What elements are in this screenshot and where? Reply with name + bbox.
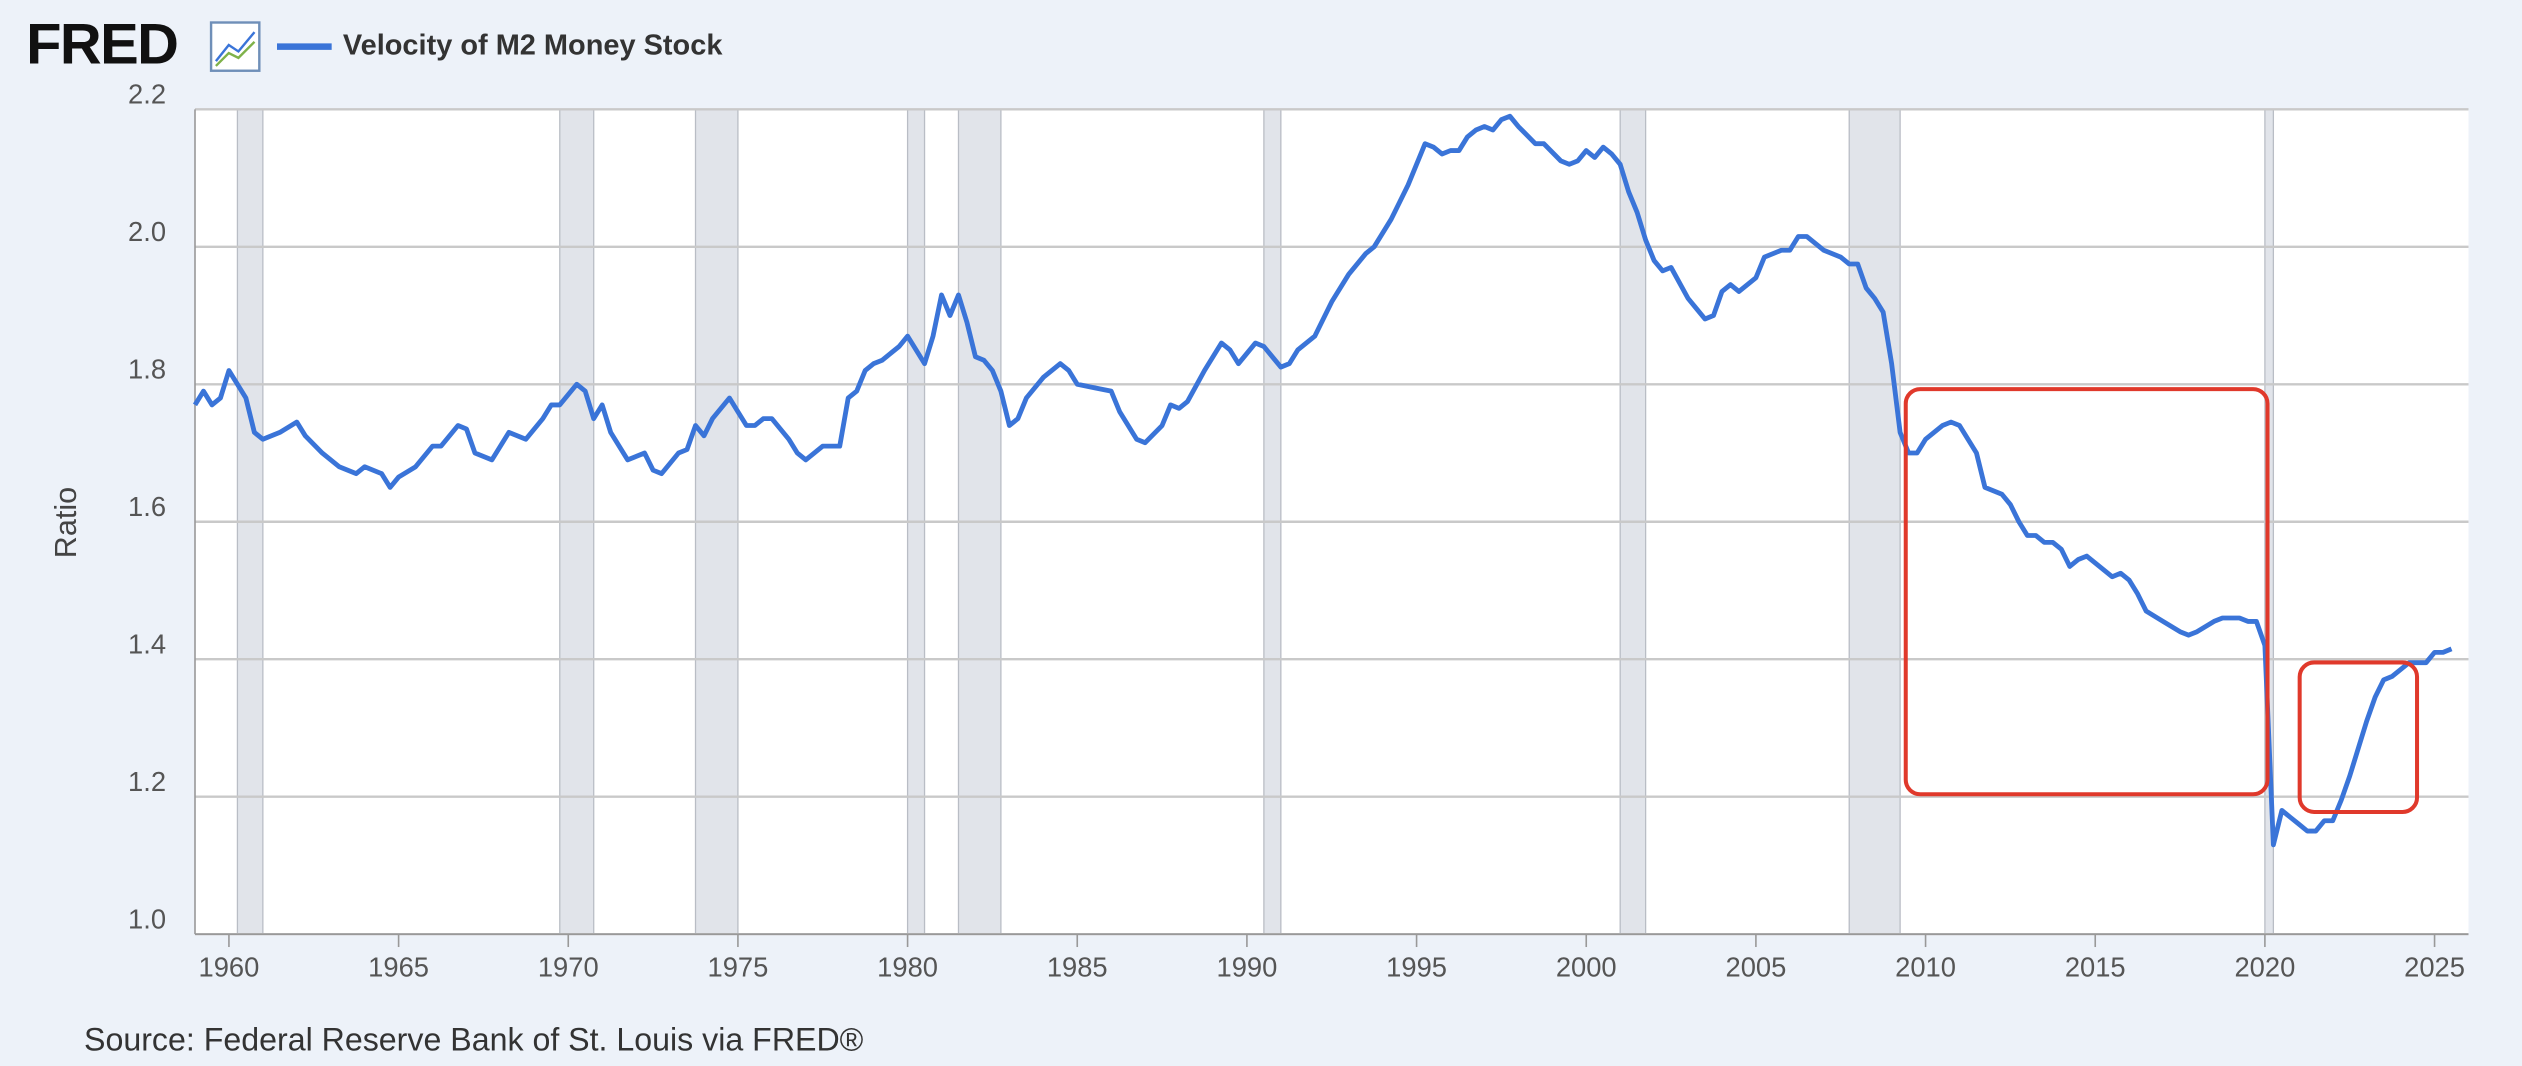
x-tick-label: 2000 — [1556, 952, 1617, 983]
y-tick-label: 1.2 — [128, 766, 166, 797]
y-tick-label: 1.8 — [128, 354, 166, 385]
plot: 1.0 1.2 1.4 1.6 1.8 2.0 2.2 1960 1965 1970 1975 198… — [128, 79, 2469, 983]
legend-label: Velocity of M2 Money Stock — [343, 29, 723, 61]
x-tick-label: 2020 — [2234, 952, 2295, 983]
highlight-box — [1903, 387, 2270, 797]
y-tick-label: 2.2 — [128, 79, 166, 110]
logo-icon — [209, 21, 261, 72]
x-tick-label: 1960 — [199, 952, 260, 983]
x-tick-label: 2005 — [1726, 952, 1787, 983]
logo: FRED — [26, 13, 177, 77]
y-axis-label: Ratio — [49, 487, 83, 558]
x-tick-label: 2015 — [2065, 952, 2126, 983]
x-tick-label: 1985 — [1047, 952, 1108, 983]
y-tick-label: 1.4 — [128, 629, 166, 660]
y-tick-label: 2.0 — [128, 216, 166, 247]
y-tick-label: 1.0 — [128, 904, 166, 935]
source-note: Source: Federal Reserve Bank of St. Loui… — [84, 1021, 864, 1057]
x-tick-label: 1995 — [1386, 952, 1447, 983]
x-tick-label: 1970 — [538, 952, 599, 983]
x-tick-label: 1975 — [708, 952, 769, 983]
x-tick-label: 1980 — [877, 952, 938, 983]
highlight-box — [2297, 660, 2420, 814]
x-tick-label: 1990 — [1217, 952, 1278, 983]
y-tick-label: 1.6 — [128, 491, 166, 522]
data-line — [192, 113, 2453, 848]
x-tick-label: 1965 — [368, 952, 429, 983]
x-tick-label: 2025 — [2404, 952, 2465, 983]
x-tick-label: 2010 — [1895, 952, 1956, 983]
